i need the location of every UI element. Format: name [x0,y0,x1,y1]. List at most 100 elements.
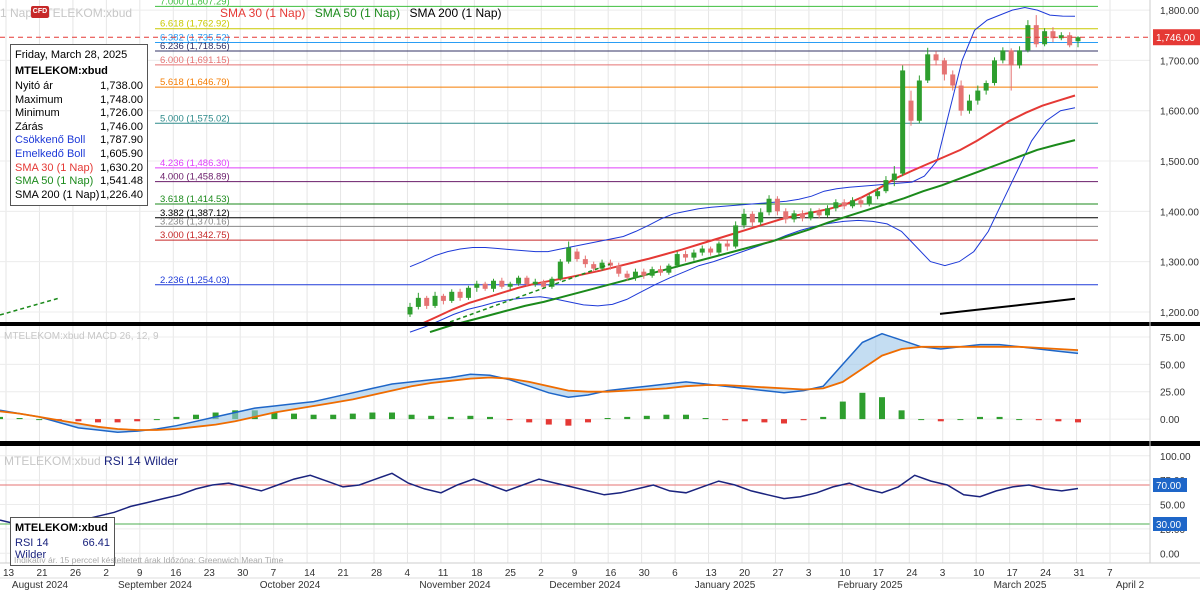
macd-histogram-bar [1055,419,1062,422]
price-tick-label: 1,700.00 [1160,56,1199,67]
info-row: Csökkenő Boll 1,787.90 [15,134,143,148]
rsi-info-box: MTELEKOM:xbud RSI 14 Wilder 66.41 [10,517,115,566]
info-row: SMA 200 (1 Nap) 1,226.40 [15,189,143,203]
info-row: Maximum 1,748.00 [15,94,143,108]
rsi-legend-label[interactable]: RSI 14 Wilder [104,454,179,468]
candle-body [733,225,739,247]
x-date-label: 10 [839,568,851,579]
macd-histogram-bar [16,418,23,420]
legend-sma30[interactable]: SMA 30 (1 Nap) [220,6,306,20]
candle-body [1058,35,1064,39]
rsi-box-label: RSI 14 Wilder [15,537,49,561]
x-date-label: 17 [1007,568,1019,579]
candle-body [916,80,922,121]
info-row-label: Minimum [15,107,60,120]
x-month-label: October 2024 [260,580,321,591]
macd-signal-line [0,345,1079,431]
candle-body [407,306,413,315]
candle-body [507,283,513,287]
candle-body [549,278,555,287]
candle-body [766,198,772,213]
x-date-label: 13 [706,568,718,579]
candle-body [649,269,655,276]
x-month-label: September 2024 [118,580,192,591]
fib-label: 6.382 (1,735.52) [160,33,230,44]
series-line [409,6,1076,268]
candle-body [758,212,764,223]
candle-body [950,74,956,86]
candle-body [866,196,872,205]
x-month-label: August 2024 [12,580,69,591]
candle-body [482,283,488,289]
x-date-label: 20 [739,568,751,579]
fib-label: 6.618 (1,762.92) [160,19,230,30]
info-row-label: Csökkenő Boll [15,134,86,147]
candle-body [1008,50,1014,66]
x-date-label: 17 [873,568,885,579]
info-row: Emelkedő Boll 1,605.90 [15,148,143,162]
candle-body [724,243,730,247]
legend-sma200[interactable]: SMA 200 (1 Nap) [409,6,502,20]
info-row-label: SMA 200 (1 Nap) [15,188,100,201]
macd-tick-label: 0.00 [1160,415,1180,426]
info-row-value: 1,605.90 [100,147,143,160]
candle-body [557,261,563,279]
candle-body [424,297,430,306]
macd-histogram-bar [114,419,121,423]
rsi-legend: MTELEKOM:xbud RSI 14 Wilder [4,454,178,468]
rsi-ghost-label: MTELEKOM:xbud [4,454,101,468]
macd-histogram-bar [36,419,43,421]
price-tick-label: 1,400.00 [1160,207,1199,218]
x-date-label: 13 [3,568,15,579]
macd-histogram-bar [408,414,415,420]
x-date-label: 26 [70,568,82,579]
info-row-value: 1,541.48 [100,175,143,188]
cfd-badge: CFD [31,6,49,18]
fib-label: 3.000 (1,342.75) [160,230,230,241]
candle-body [891,173,897,181]
fib-label: 7.000 (1,807.29) [160,0,230,7]
ghost-title: 1 Nap MTELEKOM:xbud [0,6,133,20]
rsi-os-label: 30.00 [1156,520,1181,531]
x-date-label: 16 [605,568,617,579]
macd-histogram-bar [1016,419,1023,421]
trend-line [0,297,61,316]
x-date-label: 21 [338,568,350,579]
macd-histogram-bar [310,414,317,420]
macd-histogram-bar [1035,419,1042,421]
candle-body [975,90,981,101]
macd-histogram-bar [722,419,729,421]
x-date-label: 3 [806,568,812,579]
candle-body [691,252,697,258]
info-row: SMA 50 (1 Nap) 1,541.48 [15,175,143,189]
candle-body [683,254,689,258]
candle-body [875,191,881,197]
info-row-value: 1,787.90 [100,134,143,147]
macd-histogram-bar [349,413,356,420]
candle-body [850,200,856,207]
fib-label: 3.236 (1,370.16) [160,216,230,227]
x-date-label: 28 [371,568,383,579]
candle-body [449,291,455,301]
candle-body [1067,35,1073,46]
fib-label: 6.000 (1,691.15) [160,55,230,66]
macd-histogram-bar [565,419,572,426]
x-date-label: 2 [538,568,544,579]
rsi-tick-label: 50.00 [1160,501,1185,512]
macd-histogram-bar [683,414,689,420]
macd-histogram-bar [761,419,768,423]
macd-histogram-bar [193,414,199,420]
x-month-label: December 2024 [549,580,621,591]
macd-histogram-bar [389,412,395,420]
macd-histogram-bar [212,412,219,420]
candle-body [1033,25,1039,45]
legend-sma50[interactable]: SMA 50 (1 Nap) [314,6,401,20]
x-date-label: 30 [639,568,651,579]
candle-body [582,259,588,265]
macd-histogram-bar [153,419,160,421]
x-date-label: 3 [940,568,946,579]
x-date-label: 7 [271,568,277,579]
candle-body [574,251,580,260]
info-row-label: Nyitó ár [15,80,53,92]
